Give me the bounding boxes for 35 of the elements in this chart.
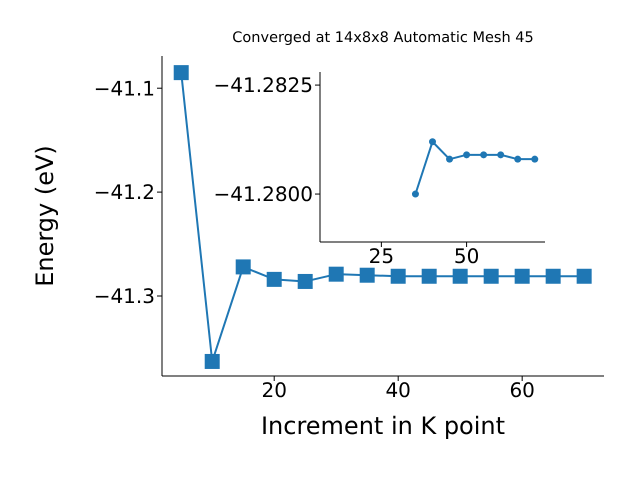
- x-tick-label: 50: [454, 244, 480, 268]
- point: [446, 156, 454, 163]
- y-tick-label: −41.3: [94, 284, 155, 308]
- point: [328, 266, 344, 282]
- x-tick-label: 40: [385, 378, 411, 402]
- point: [514, 268, 530, 284]
- y-tick-label: −41.2: [94, 180, 155, 204]
- point: [531, 156, 538, 163]
- point: [422, 268, 437, 284]
- point: [236, 259, 251, 274]
- point: [480, 151, 488, 158]
- point: [360, 268, 375, 283]
- point: [298, 274, 313, 289]
- y-axis-title: Energy (eV): [31, 145, 59, 287]
- x-tick-label: 20: [261, 378, 287, 402]
- x-tick-label: 25: [368, 244, 394, 268]
- point: [514, 156, 522, 163]
- point: [463, 151, 470, 158]
- point: [576, 268, 592, 284]
- x-tick-label: 60: [509, 378, 535, 402]
- y-tick-label: −41.2825: [214, 73, 313, 98]
- point: [390, 268, 406, 284]
- point: [497, 151, 504, 158]
- point: [546, 268, 561, 284]
- chart-title: Converged at 14x8x8 Automatic Mesh 45: [231, 30, 535, 46]
- y-tick-label: −41.2800: [214, 182, 313, 206]
- point: [412, 190, 419, 198]
- y-tick-label: −41.1: [94, 76, 155, 100]
- point: [429, 138, 436, 146]
- point: [452, 268, 468, 284]
- point: [204, 354, 220, 369]
- x-axis-title: Increment in K point: [260, 412, 506, 440]
- point: [174, 65, 189, 80]
- point: [484, 268, 499, 284]
- point: [266, 272, 282, 287]
